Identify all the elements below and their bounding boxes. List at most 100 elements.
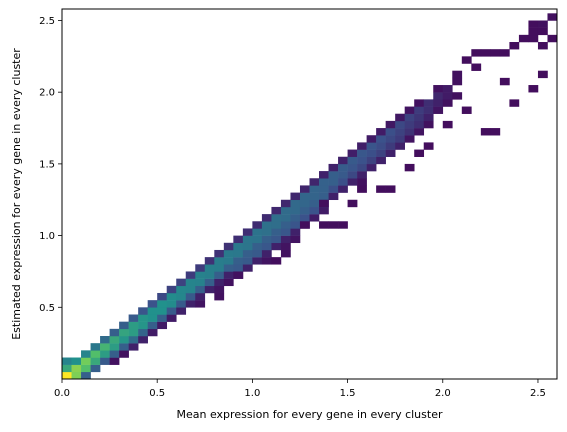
- heatmap-cell: [366, 156, 377, 165]
- x-tick-label: 1.0: [244, 388, 260, 399]
- x-tick-label: 2.5: [530, 388, 546, 399]
- heatmap-cell: [128, 328, 139, 337]
- heatmap-cell: [128, 314, 139, 322]
- heatmap-cell: [280, 235, 291, 244]
- heatmap-cell: [280, 242, 291, 251]
- heatmap-cell: [357, 149, 367, 157]
- heatmap-cell: [166, 292, 177, 301]
- heatmap-cell: [157, 300, 168, 308]
- y-axis: 0.5 1.0 1.5 2.0 2.5: [39, 16, 62, 314]
- heatmap-cell: [214, 292, 225, 301]
- heatmap-cell: [414, 99, 425, 107]
- heatmap-cell: [319, 185, 329, 193]
- heatmap-cell: [233, 242, 244, 251]
- heatmap-cell: [100, 350, 110, 358]
- heatmap-cell: [480, 49, 491, 57]
- heatmap-cell: [176, 300, 187, 308]
- heatmap-cell: [62, 364, 72, 373]
- heatmap-cell: [271, 242, 282, 251]
- heatmap-cell: [366, 163, 377, 172]
- heatmap-cell: [138, 321, 148, 330]
- heatmap-cell: [423, 113, 434, 122]
- heatmap-cell: [223, 271, 234, 279]
- heatmap-cell: [119, 321, 129, 330]
- heatmap-cell: [223, 278, 234, 287]
- heatmap-cell: [328, 192, 339, 201]
- heatmap-cell: [214, 271, 225, 279]
- heatmap-cell: [414, 149, 425, 157]
- heatmap-cell: [338, 171, 348, 179]
- heatmap-cell: [357, 185, 367, 193]
- heatmap-cell: [271, 235, 282, 244]
- heatmap-cell: [90, 357, 101, 365]
- heatmap-cells: [62, 13, 558, 380]
- heatmap-cell: [347, 163, 358, 172]
- heatmap-cell: [376, 185, 386, 193]
- heatmap-cell: [376, 142, 386, 150]
- heatmap-cell: [414, 106, 425, 114]
- heatmap-cell: [195, 264, 206, 272]
- heatmap-cell: [309, 214, 320, 222]
- y-tick-label: 1.0: [39, 231, 55, 242]
- heatmap-cell: [480, 128, 491, 136]
- heatmap-cell: [547, 34, 558, 43]
- heatmap-cell: [528, 34, 539, 43]
- heatmap-cell: [347, 178, 358, 186]
- heatmap-cell: [366, 142, 377, 150]
- heatmap-cell: [90, 343, 101, 351]
- heatmap-cell: [242, 257, 253, 265]
- heatmap-cell: [338, 221, 348, 229]
- heatmap-cell: [490, 49, 501, 57]
- heatmap-cell: [385, 135, 396, 143]
- heatmap-cell: [62, 371, 72, 380]
- heatmap-cell: [147, 328, 158, 337]
- heatmap-cell: [195, 300, 206, 308]
- heatmap-cell: [347, 149, 358, 157]
- heatmap-cell: [138, 336, 148, 344]
- heatmap-cell: [528, 85, 539, 93]
- heatmap-cell: [528, 27, 539, 36]
- heatmap-cell: [461, 56, 472, 64]
- heatmap-cell: [185, 285, 196, 294]
- heatmap-cell: [347, 171, 358, 179]
- heatmap-cell: [290, 221, 301, 229]
- heatmap-cell: [290, 235, 301, 244]
- heatmap-cell: [385, 128, 396, 136]
- heatmap-cell: [271, 228, 282, 236]
- heatmap-cell: [242, 249, 253, 258]
- heatmap-cell: [138, 314, 148, 322]
- heatmap-cell: [319, 192, 329, 201]
- heatmap-cell: [442, 99, 453, 107]
- heatmap-cell: [290, 214, 301, 222]
- heatmap-cell: [385, 149, 396, 157]
- heatmap-cell: [280, 199, 291, 208]
- heatmap-cell: [195, 285, 206, 294]
- heatmap-cell: [128, 321, 139, 330]
- heatmap-cell: [81, 350, 91, 358]
- heatmap-cell: [499, 77, 510, 86]
- heatmap-cell: [252, 228, 263, 236]
- heatmap-cell: [452, 77, 463, 86]
- heatmap-cell: [261, 235, 272, 244]
- heatmap-cell: [138, 328, 148, 337]
- heatmap-cell: [309, 178, 320, 186]
- heatmap-cell: [195, 292, 206, 301]
- heatmap-cell: [138, 307, 148, 315]
- heatmap-cell: [252, 221, 263, 229]
- heatmap-cell: [204, 285, 215, 294]
- heatmap-cell: [537, 27, 548, 36]
- heatmap-cell: [290, 192, 301, 201]
- y-tick-label: 1.5: [39, 159, 55, 170]
- heatmap-cell: [404, 113, 415, 122]
- heatmap-cell: [90, 364, 101, 373]
- heatmap-cell: [233, 249, 244, 258]
- heatmap-cell: [442, 85, 453, 93]
- heatmap-cell: [195, 271, 206, 279]
- heatmap-cell: [166, 314, 177, 322]
- heatmap-cell: [328, 221, 339, 229]
- heatmap-cell: [490, 128, 501, 136]
- heatmap-cell: [176, 285, 187, 294]
- heatmap-cell: [233, 271, 244, 279]
- heatmap-cell: [185, 292, 196, 301]
- heatmap-cell: [376, 135, 386, 143]
